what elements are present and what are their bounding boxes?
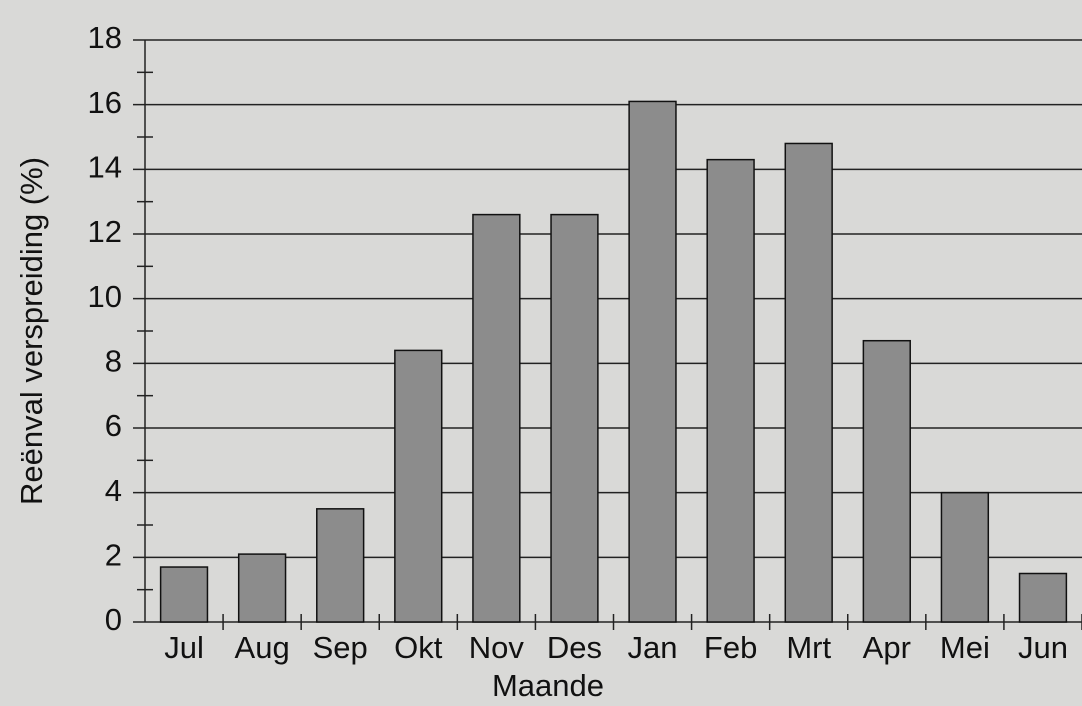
x-tick-label: Aug bbox=[235, 630, 290, 665]
y-tick-label: 8 bbox=[105, 344, 122, 379]
y-tick-label: 2 bbox=[105, 538, 122, 573]
bar bbox=[316, 508, 365, 623]
bar bbox=[862, 339, 911, 623]
bar bbox=[628, 100, 677, 623]
bar bbox=[1018, 572, 1068, 623]
x-tick-label: Des bbox=[547, 630, 602, 665]
y-tick-label: 14 bbox=[88, 150, 122, 185]
y-tick-label: 12 bbox=[88, 214, 122, 249]
bar bbox=[472, 213, 521, 623]
bar bbox=[550, 213, 599, 623]
x-tick-label: Okt bbox=[394, 630, 443, 665]
y-tick-label: 6 bbox=[105, 408, 122, 443]
x-tick-label: Mrt bbox=[786, 630, 831, 665]
x-tick-label: Sep bbox=[313, 630, 368, 665]
y-axis-label: Reënval verspreiding (%) bbox=[14, 157, 49, 505]
bar bbox=[237, 553, 287, 623]
x-tick-label: Mei bbox=[940, 630, 990, 665]
x-tick-label: Jun bbox=[1018, 630, 1068, 665]
x-tick-label: Feb bbox=[704, 630, 757, 665]
bar bbox=[394, 349, 443, 623]
y-tick-label: 0 bbox=[105, 602, 122, 637]
y-tick-label: 10 bbox=[88, 279, 122, 314]
bar bbox=[706, 158, 755, 623]
x-tick-label: Nov bbox=[469, 630, 525, 665]
bar bbox=[784, 142, 833, 623]
x-tick-label: Jul bbox=[164, 630, 204, 665]
bar bbox=[159, 566, 209, 623]
y-tick-label: 18 bbox=[88, 20, 122, 55]
x-tick-label: Apr bbox=[863, 630, 911, 665]
x-axis-label: Maande bbox=[492, 668, 604, 703]
y-tick-label: 16 bbox=[88, 85, 122, 120]
bar bbox=[940, 491, 990, 623]
y-tick-label: 4 bbox=[105, 473, 122, 508]
x-tick-label: Jan bbox=[628, 630, 678, 665]
